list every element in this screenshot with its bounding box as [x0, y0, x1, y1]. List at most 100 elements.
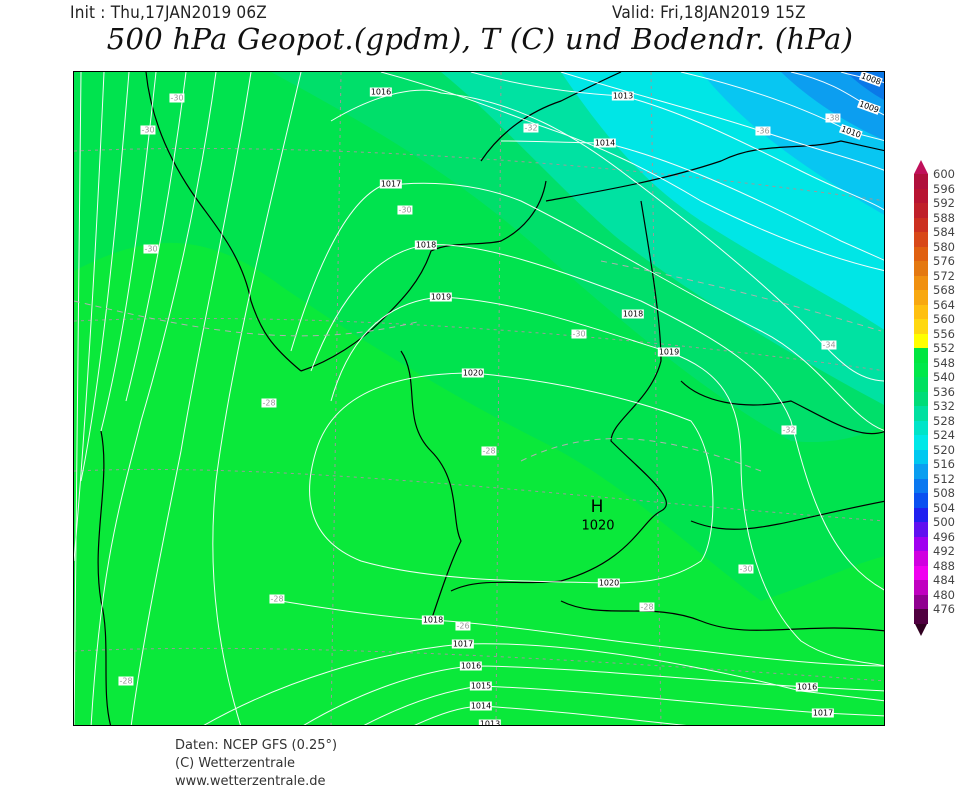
temperature-label: -28: [481, 446, 497, 456]
legend-value: 504: [933, 500, 955, 515]
legend-value: 500: [933, 515, 955, 529]
legend-swatch: [914, 261, 928, 276]
chart-title: 500 hPa Geopot.(gpdm), T (C) und Bodendr…: [106, 22, 854, 56]
temperature-label: -30: [571, 329, 587, 339]
legend-value: 536: [933, 384, 955, 399]
legend-value: 532: [933, 399, 955, 413]
isobars: [74, 72, 884, 725]
legend-value: 556: [933, 326, 955, 341]
footer-credits: Daten: NCEP GFS (0.25°) (C) Wetterzentra…: [175, 737, 337, 791]
isobar-1020-closed: [309, 372, 714, 584]
legend-swatch: [914, 449, 928, 464]
legend-value: 584: [933, 225, 955, 239]
temperature-label: -28: [639, 602, 655, 612]
legend-value: 560: [933, 312, 955, 326]
legend-value: 564: [933, 297, 955, 312]
legend-value: 552: [933, 341, 955, 355]
legend-swatch: [914, 420, 928, 435]
legend-swatch: [914, 580, 928, 595]
isobar-label: 1019: [429, 292, 453, 302]
isobar-label: 1018: [414, 240, 438, 250]
legend-swatch: [914, 478, 928, 493]
website-link[interactable]: www.wetterzentrale.de: [175, 774, 326, 789]
isobar-label: 1018: [421, 615, 445, 625]
isobar-label: 1013: [478, 719, 502, 725]
isobar-label: 1017: [451, 639, 475, 649]
legend-swatch: [914, 304, 928, 319]
init-time: Init : Thu,17JAN2019 06Z: [70, 3, 267, 23]
legend-swatch: [914, 217, 928, 232]
legend-swatch: [914, 275, 928, 290]
legend-swatch: [914, 348, 928, 363]
data-source: Daten: NCEP GFS (0.25°): [175, 738, 338, 753]
isobar-label: 1016: [459, 661, 483, 671]
temperature-label: -30: [143, 244, 159, 254]
legend-swatch: [914, 362, 928, 377]
copyright: (C) Wetterzentrale: [175, 756, 296, 771]
legend-swatch: [914, 232, 928, 247]
temperature-label: -38: [825, 113, 841, 123]
temperature-label: -30: [397, 205, 413, 215]
isobar-label: 1016: [369, 87, 393, 97]
temperature-label: -30: [738, 564, 754, 574]
legend-value: 600: [933, 167, 955, 181]
temperature-label: -32: [523, 123, 539, 133]
legend-swatch: [914, 435, 928, 450]
temperature-label: -34: [821, 340, 837, 350]
legend-swatch: [914, 507, 928, 522]
legend-swatch: [914, 391, 928, 406]
legend-swatch: [914, 290, 928, 305]
legend-swatch: [914, 333, 928, 348]
temperature-label: -32: [781, 425, 797, 435]
isobar-label: 1017: [811, 708, 835, 718]
legend-value: 580: [933, 239, 955, 254]
legend-value: 524: [933, 428, 955, 442]
temperature-label: -30: [140, 125, 156, 135]
legend-swatch: [914, 609, 928, 624]
legend-value: 492: [933, 544, 955, 558]
coastlines-borders: [97, 72, 884, 725]
legend-value: 576: [933, 254, 955, 268]
temperature-label: -26: [455, 621, 471, 631]
weather-map: 1016 1017 1018 1019 1020 1013 1014 1018 …: [73, 71, 885, 726]
legend-swatch: [914, 565, 928, 580]
legend-value: 512: [933, 471, 955, 486]
legend-value: 484: [933, 573, 955, 587]
legend-value: 592: [933, 196, 955, 210]
isobar-label: 1016: [795, 682, 819, 692]
legend-swatch: [914, 246, 928, 261]
legend-value: 548: [933, 355, 955, 370]
band-516: [781, 72, 884, 141]
legend-value: 596: [933, 181, 955, 196]
legend-value: 572: [933, 268, 955, 283]
legend-value: 496: [933, 529, 955, 544]
legend-value: 520: [933, 442, 955, 457]
legend-swatch: [914, 493, 928, 508]
high-pressure-symbol: H: [590, 497, 604, 517]
legend-swatch: [914, 464, 928, 479]
legend-swatch: [914, 594, 928, 609]
temperature-label: -30: [169, 93, 185, 103]
legend-value: 508: [933, 486, 955, 500]
legend-value: 568: [933, 283, 955, 297]
isobar-label: 1017: [379, 179, 403, 189]
legend-value: 540: [933, 370, 955, 384]
temperature-contours: [74, 260, 882, 472]
temperature-label: -28: [261, 398, 277, 408]
temperature-label: -36: [755, 126, 771, 136]
legend-swatch: [914, 188, 928, 203]
isobar-label: 1019: [657, 347, 681, 357]
map-canvas: [74, 72, 884, 725]
temperature-label: -28: [269, 594, 285, 604]
isobar-label: 1020: [597, 578, 621, 588]
isobar-label: 1015: [469, 681, 493, 691]
isobar-label: 1020: [461, 368, 485, 378]
legend-value: 528: [933, 413, 955, 428]
legend-swatch: [914, 377, 928, 392]
isobar-label: 1018: [621, 309, 645, 319]
legend-value: 480: [933, 587, 955, 602]
grid-lines: [74, 72, 884, 725]
legend-swatch: [914, 319, 928, 334]
legend-swatch: [914, 536, 928, 551]
legend-value: 588: [933, 210, 955, 225]
